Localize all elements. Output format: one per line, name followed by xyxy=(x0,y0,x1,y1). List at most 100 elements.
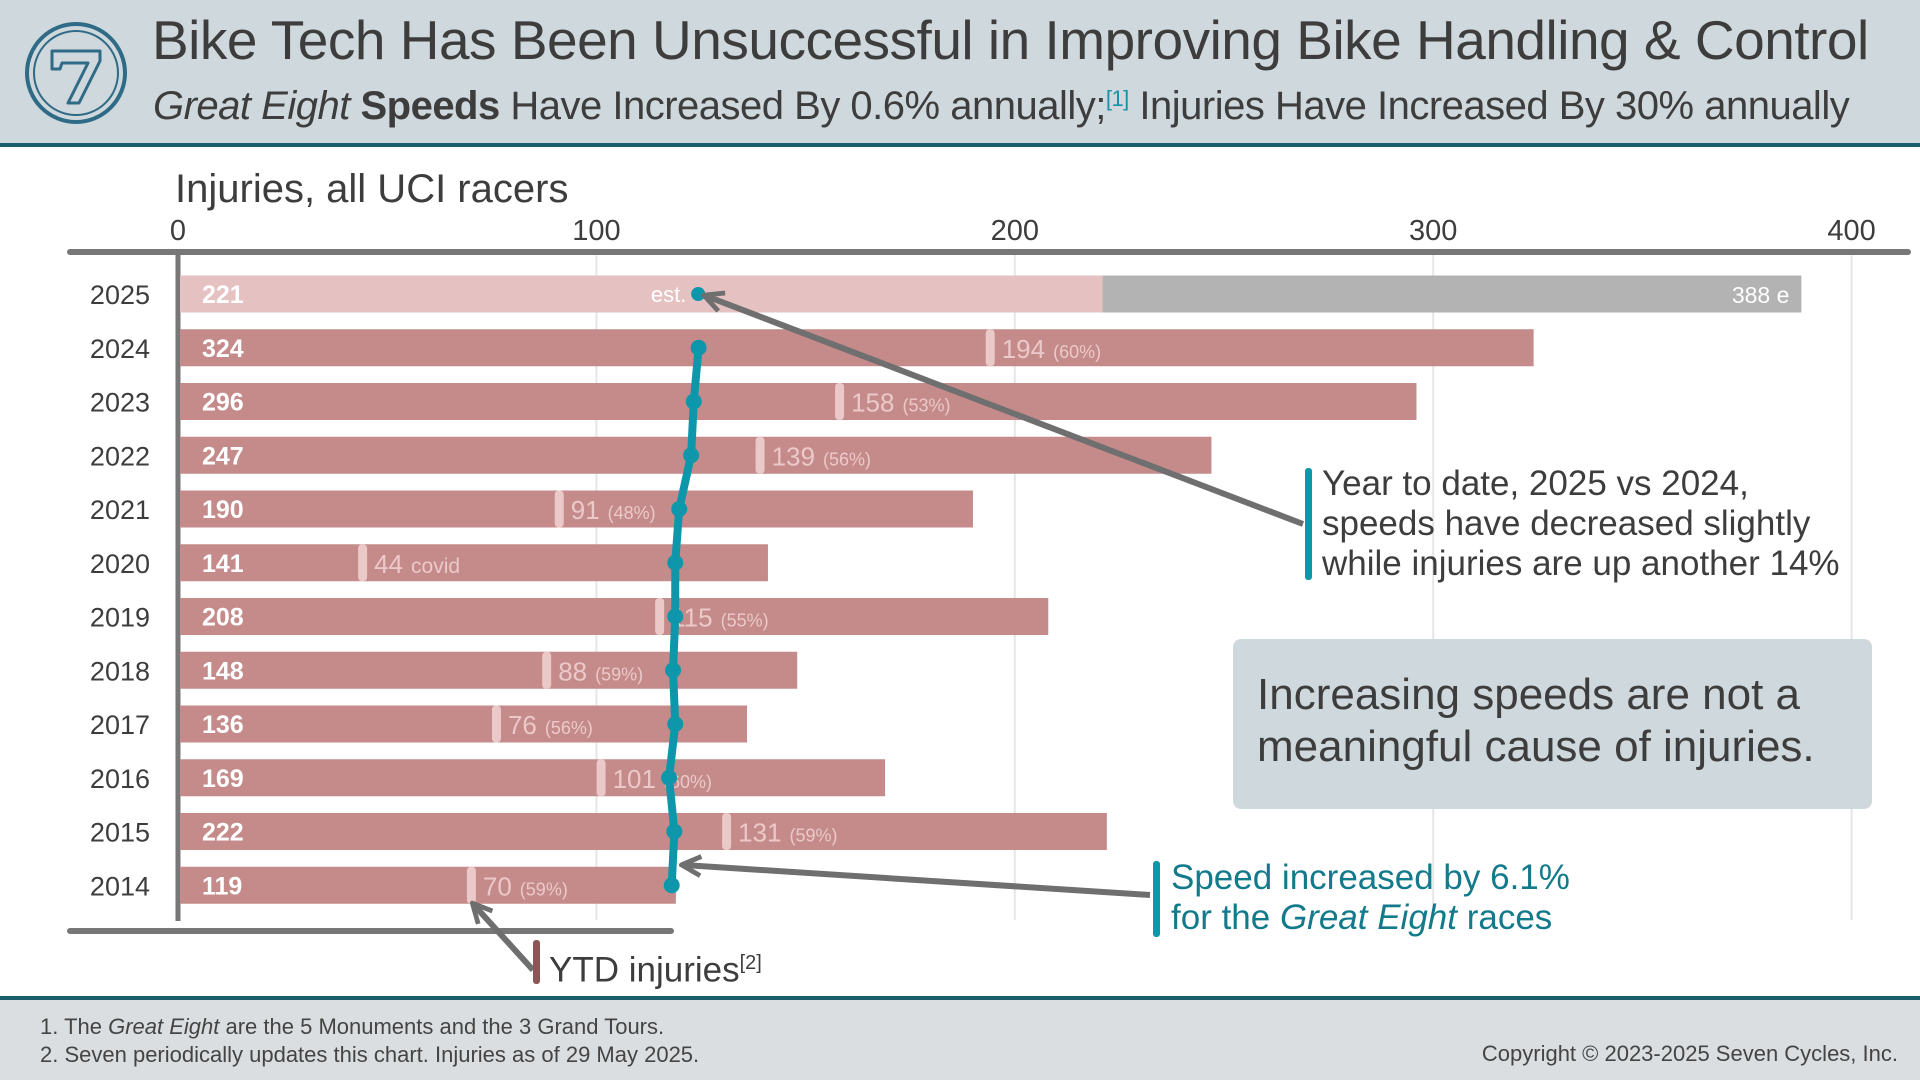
speed-point xyxy=(666,823,683,840)
year-label: 2014 xyxy=(90,871,150,901)
callout-speed: Speed increased by 6.1% for the Great Ei… xyxy=(1171,858,1570,938)
x-tick-label: 400 xyxy=(1827,215,1875,247)
callout-ytd-line2: speeds have decreased slightly xyxy=(1322,504,1811,543)
ytd-label-text: YTD injuries xyxy=(549,950,740,990)
x-tick-label: 200 xyxy=(991,215,1039,247)
year-label: 2018 xyxy=(90,656,150,686)
year-label: 2019 xyxy=(90,603,150,633)
bar-value-label: 222 xyxy=(202,819,244,847)
x-tick-label: 100 xyxy=(572,215,620,247)
conclusion-line1: Increasing speeds are not a xyxy=(1257,670,1801,719)
bar-injuries xyxy=(180,759,886,797)
bar-value-label: 141 xyxy=(202,550,244,578)
year-label: 2023 xyxy=(90,388,150,418)
subtitle-bold: Speeds xyxy=(360,84,500,128)
page-subtitle: Great Eight Speeds Have Increased By 0.6… xyxy=(153,84,1850,129)
x-tick-label: 300 xyxy=(1409,215,1457,247)
speed-point xyxy=(665,662,682,679)
year-label: 2016 xyxy=(90,764,150,794)
speed-point xyxy=(667,716,684,732)
callout-ytd-bar xyxy=(1305,468,1312,580)
subtitle-text-2: Injuries Have Increased By 30% annually xyxy=(1128,84,1850,128)
footnote-2: 2. Seven periodically updates this chart… xyxy=(40,1042,700,1067)
header xyxy=(0,0,1920,143)
ytd-label-note: (59%) xyxy=(595,664,643,684)
bar-value-label: 119 xyxy=(202,872,242,900)
ytd-label-note: (53%) xyxy=(902,396,950,416)
bar-value-label: 136 xyxy=(202,711,244,739)
footnote-1: 1. The Great Eight are the 5 Monuments a… xyxy=(40,1014,664,1040)
bar-injuries xyxy=(180,866,676,904)
bar-value-label: 169 xyxy=(202,765,244,793)
ytd-label-note: (56%) xyxy=(545,718,593,738)
ytd-marker xyxy=(985,329,995,367)
footnote-1-text: are the 5 Monuments and the 3 Grand Tour… xyxy=(219,1014,665,1039)
bar-injuries xyxy=(180,329,1534,367)
speed-point xyxy=(667,554,684,571)
ytd-marker xyxy=(358,544,368,582)
page-title: Bike Tech Has Been Unsuccessful in Impro… xyxy=(152,9,1869,71)
speed-point xyxy=(671,501,688,517)
bar-injuries xyxy=(180,490,973,528)
ytd-marker xyxy=(655,598,665,635)
callout-speed-italic: Great Eight xyxy=(1279,898,1457,937)
bar-value-label: 190 xyxy=(202,496,244,524)
ytd-marker xyxy=(722,813,732,850)
footer: 1. The Great Eight are the 5 Monuments a… xyxy=(0,1000,1920,1080)
footnote-1-italic: Great Eight xyxy=(108,1014,220,1039)
callout-ytd-line3: while injuries are up another 14% xyxy=(1322,544,1840,583)
conclusion-text: Increasing speeds are not a meaningful c… xyxy=(1257,669,1815,773)
year-label: 2020 xyxy=(90,549,150,579)
subtitle-italic: Great Eight xyxy=(153,84,350,128)
ytd-label-note: (48%) xyxy=(608,503,656,523)
speed-point xyxy=(663,877,680,894)
bar-injuries xyxy=(180,598,1049,635)
footnote-1-num: 1. The xyxy=(40,1014,109,1039)
injuries-chart: Injuries, all UCI racers 0 100 200 300 400 202… xyxy=(67,167,1911,973)
bar-injuries xyxy=(180,813,1107,850)
year-label: 2025 xyxy=(90,280,150,310)
callout-speed-text: for the xyxy=(1171,898,1280,937)
seven-logo-icon xyxy=(25,22,127,124)
speed-point xyxy=(667,608,684,625)
estimate-label: 388 e xyxy=(1732,282,1790,308)
callout-ytd: Year to date, 2025 vs 2024, speeds have … xyxy=(1322,464,1840,584)
callout-speed-bar xyxy=(1153,861,1160,937)
arrow-ytd-label xyxy=(474,905,536,973)
bar-value-label: 324 xyxy=(202,335,244,363)
chart-title: Injuries, all UCI racers xyxy=(175,167,568,211)
callout-speed-text-end: races xyxy=(1457,898,1553,937)
subtitle-text-1: Have Increased By 0.6% annually; xyxy=(499,84,1106,128)
ytd-label-bar xyxy=(533,940,540,984)
ytd-marker xyxy=(755,436,765,474)
ytd-label-note: (56%) xyxy=(823,449,871,469)
bar-injuries xyxy=(180,651,798,689)
year-label: 2024 xyxy=(90,334,150,364)
bar-value-label: 247 xyxy=(202,442,244,470)
conclusion-line2: meaningful cause of injuries. xyxy=(1257,722,1815,771)
ytd-label: YTD injuries[2] xyxy=(549,943,762,991)
x-tick-label: 0 xyxy=(170,215,186,247)
est-label: est. xyxy=(651,282,686,307)
bar-value-label: 296 xyxy=(202,389,244,417)
bar-injuries xyxy=(180,275,1103,313)
ytd-marker xyxy=(596,759,606,797)
ytd-marker xyxy=(466,866,476,904)
callout-speed-line2: for the Great Eight races xyxy=(1171,898,1570,938)
ytd-marker xyxy=(835,383,845,420)
speed-point xyxy=(661,769,678,786)
year-label: 2022 xyxy=(90,441,150,471)
speed-point xyxy=(690,339,707,356)
callout-ytd-line1: Year to date, 2025 vs 2024, xyxy=(1322,464,1749,503)
ytd-marker xyxy=(542,651,552,689)
conclusion-box: Increasing speeds are not a meaningful c… xyxy=(1233,639,1872,809)
ytd-marker xyxy=(554,490,564,528)
ytd-label-note: covid xyxy=(411,555,460,578)
ytd-label-note: (59%) xyxy=(520,879,568,899)
ytd-label-note: (59%) xyxy=(789,826,837,846)
speed-point xyxy=(691,287,706,301)
subtitle-ref: [1] xyxy=(1105,86,1129,111)
bar-injuries xyxy=(180,383,1417,420)
ytd-label-note: (55%) xyxy=(721,611,769,631)
ytd-label-note: (60%) xyxy=(1053,342,1101,362)
